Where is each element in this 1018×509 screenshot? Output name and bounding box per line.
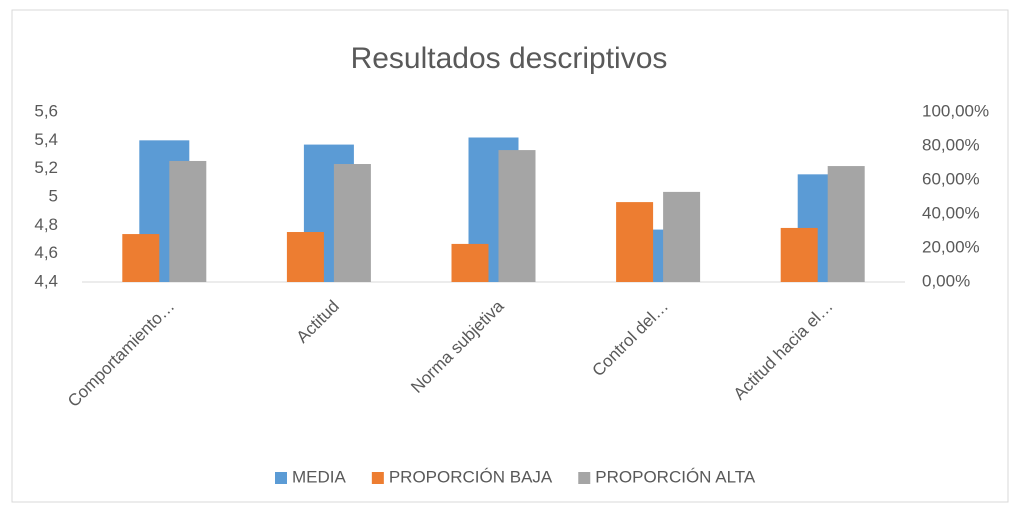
legend-swatch xyxy=(578,472,591,484)
legend-label: PROPORCIÓN ALTA xyxy=(595,467,756,486)
y-tick-label: 5,6 xyxy=(34,101,58,120)
legend-swatch xyxy=(371,472,384,484)
y-tick-label: 4,4 xyxy=(34,271,58,290)
y2-tick-label: 100,00% xyxy=(922,101,989,120)
bar xyxy=(122,234,160,282)
y-tick-label: 5 xyxy=(49,186,58,205)
bar xyxy=(663,191,701,282)
legend-label: MEDIA xyxy=(292,467,347,486)
y-tick-label: 4,8 xyxy=(34,215,58,234)
bar xyxy=(333,164,371,282)
y2-tick-label: 0,00% xyxy=(922,271,970,290)
y2-tick-label: 60,00% xyxy=(922,169,980,188)
legend-swatch xyxy=(275,472,287,484)
y-tick-label: 5,2 xyxy=(34,158,58,177)
y2-tick-label: 20,00% xyxy=(922,237,980,256)
legend-label: PROPORCIÓN BAJA xyxy=(389,467,553,486)
y-tick-label: 5,4 xyxy=(34,130,58,149)
bar xyxy=(451,243,489,282)
bar xyxy=(169,160,207,282)
bar xyxy=(498,150,536,282)
bar xyxy=(286,232,324,282)
bar xyxy=(780,227,818,282)
y2-tick-label: 40,00% xyxy=(922,203,980,222)
y2-tick-label: 80,00% xyxy=(922,135,980,154)
bar xyxy=(616,202,654,282)
y-tick-label: 4,6 xyxy=(34,243,58,262)
chart-title: Resultados descriptivos xyxy=(351,42,668,75)
bar xyxy=(827,166,865,282)
